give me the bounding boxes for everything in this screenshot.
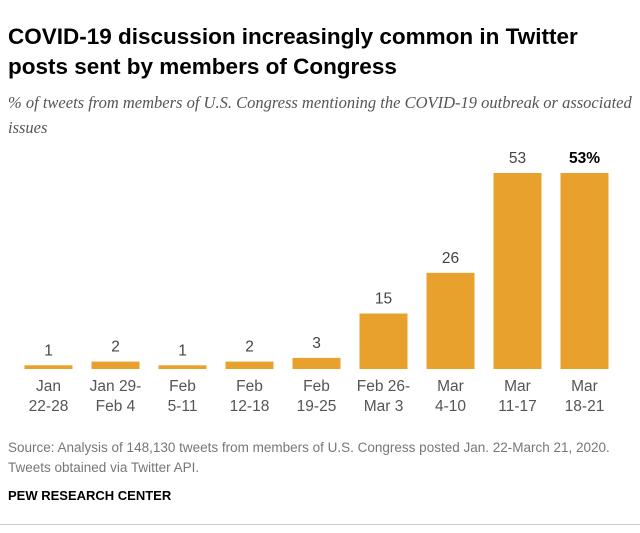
- x-tick-label: Mar: [504, 378, 531, 395]
- chart: 1 Jan 22-28 2 Jan 29- Feb 4 1 Feb 5-11 2 Feb 12-18 3…: [24, 150, 609, 415]
- value-label: 15: [375, 291, 392, 308]
- value-label: 2: [245, 339, 254, 356]
- bar: [560, 173, 609, 369]
- x-tick-label: Mar 3: [364, 398, 404, 415]
- x-tick-label: 18-21: [565, 398, 605, 415]
- bar: [158, 365, 207, 369]
- x-tick-label: Feb 4: [96, 398, 136, 415]
- value-label: 2: [111, 339, 120, 356]
- x-tick-label: 11-17: [498, 398, 537, 415]
- bar: [91, 361, 140, 369]
- x-tick-label: Mar: [437, 378, 464, 395]
- bar: [359, 313, 408, 369]
- x-tick-label: Feb: [303, 378, 330, 395]
- value-label: 3: [312, 335, 321, 352]
- source-note: Source: Analysis of 148,130 tweets from …: [8, 440, 610, 475]
- brand: PEW RESEARCH CENTER: [8, 488, 172, 503]
- bottom-rule: [0, 524, 640, 525]
- bar: [493, 173, 542, 369]
- value-label: 53%: [569, 150, 600, 167]
- x-tick-label: Jan 29-: [90, 378, 142, 395]
- x-tick-label: 12-18: [230, 398, 270, 415]
- x-tick-label: 22-28: [29, 398, 69, 415]
- x-tick-label: 4-10: [435, 398, 466, 415]
- value-label: 26: [442, 250, 459, 267]
- bar: [292, 357, 341, 369]
- value-label: 1: [44, 342, 53, 359]
- x-tick-label: 19-25: [297, 398, 337, 415]
- bar: [426, 272, 475, 369]
- value-label: 1: [178, 342, 187, 359]
- x-tick-label: 5-11: [168, 398, 198, 415]
- value-label: 53: [509, 150, 526, 167]
- x-tick-label: Feb: [236, 378, 263, 395]
- x-tick-label: Feb: [169, 378, 196, 395]
- x-tick-label: Feb 26-: [357, 378, 410, 395]
- bar: [24, 365, 73, 369]
- chart-title: COVID-19 discussion increasingly common …: [8, 24, 578, 79]
- x-tick-label: Jan: [36, 378, 61, 395]
- chart-subtitle: % of tweets from members of U.S. Congres…: [8, 93, 632, 137]
- bar: [225, 361, 274, 369]
- x-tick-label: Mar: [571, 378, 598, 395]
